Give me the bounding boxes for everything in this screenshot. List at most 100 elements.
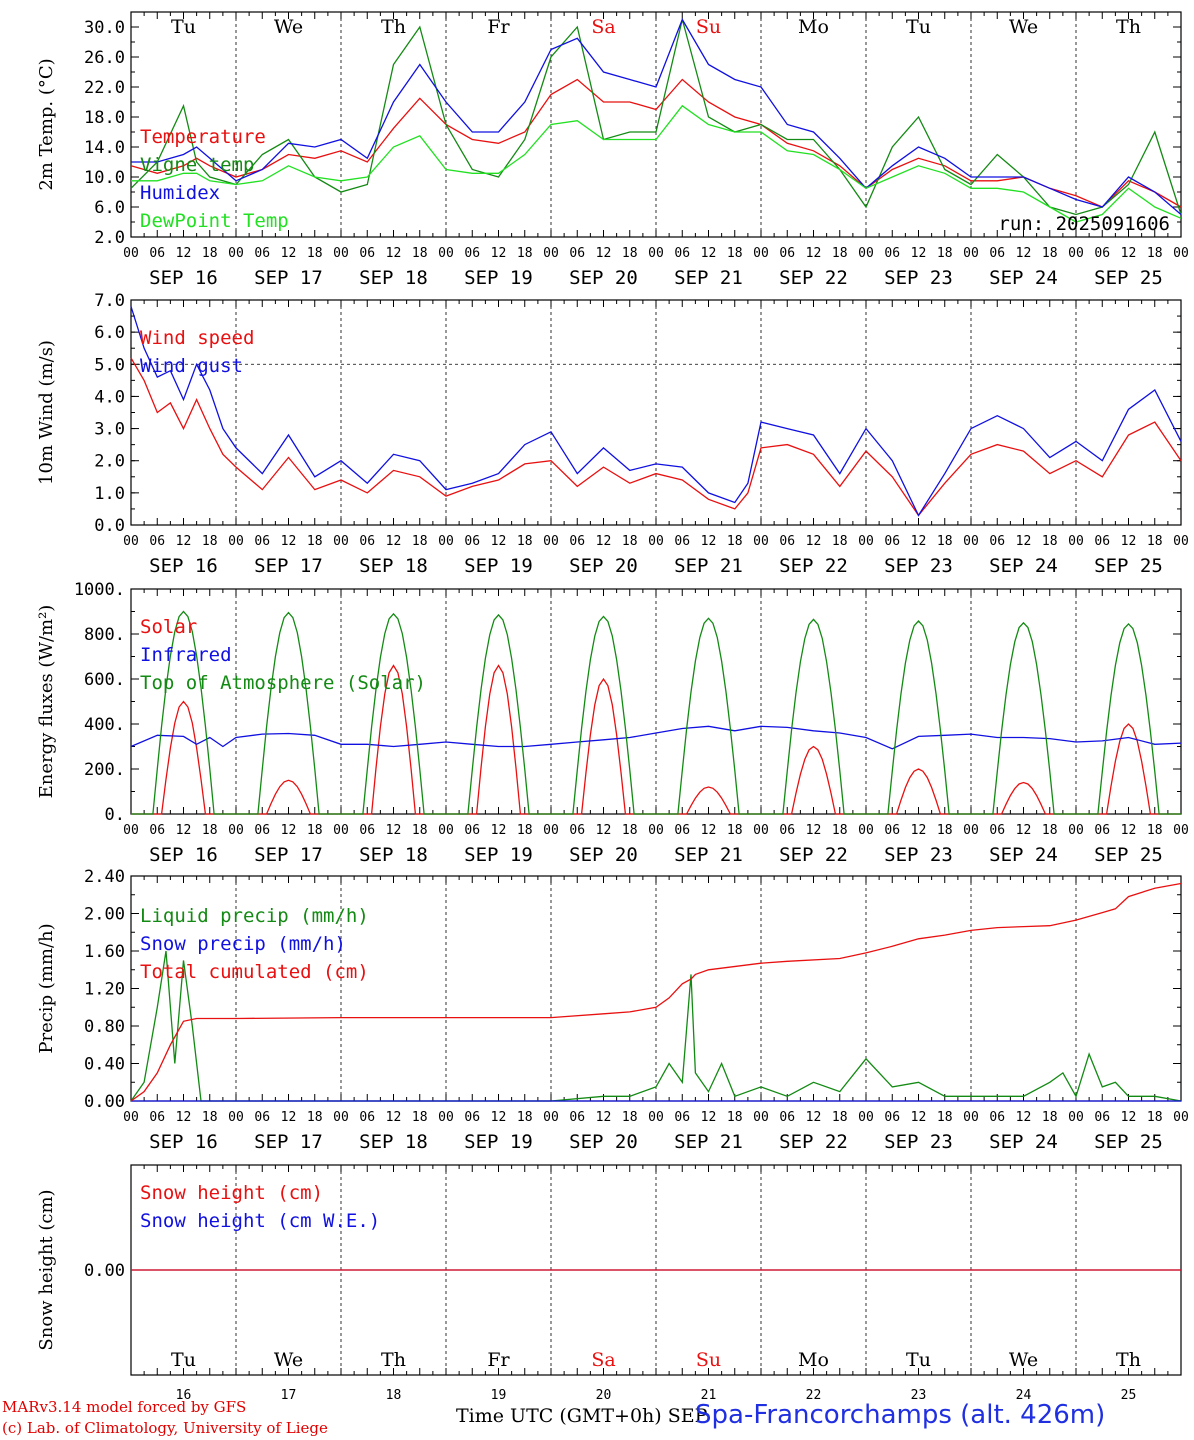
date-label: SEP 20 bbox=[569, 844, 638, 866]
hour-tick-label: 18 bbox=[937, 1110, 953, 1125]
hour-tick-label: 00 bbox=[438, 534, 454, 549]
hour-tick-label: 06 bbox=[989, 534, 1005, 549]
hour-tick-label: 12 bbox=[491, 246, 507, 261]
hour-tick-label: 12 bbox=[596, 246, 612, 261]
hour-tick-label: 18 bbox=[832, 823, 848, 838]
y-tick-label: 1.60 bbox=[84, 942, 125, 962]
weekday-label: Mo bbox=[798, 1349, 829, 1371]
hour-tick-label: 06 bbox=[254, 534, 270, 549]
y-tick-label: 14.0 bbox=[84, 138, 125, 158]
lab-credit: (c) Lab. of Climatology, University of L… bbox=[2, 1419, 328, 1437]
weekday-label: Fr bbox=[487, 1349, 510, 1371]
y-tick-label: 0. bbox=[105, 805, 125, 825]
legend-entry: Vigne temp bbox=[140, 154, 254, 176]
hour-tick-label: 00 bbox=[1068, 1110, 1084, 1125]
y-axis-title: Snow height (cm) bbox=[36, 1189, 57, 1350]
hour-tick-label: 12 bbox=[701, 823, 717, 838]
hour-tick-label: 00 bbox=[648, 823, 664, 838]
hour-tick-label: 06 bbox=[569, 1110, 585, 1125]
hour-tick-label: 18 bbox=[937, 534, 953, 549]
hour-tick-label: 12 bbox=[806, 1110, 822, 1125]
legend-entry: Temperature bbox=[140, 126, 266, 148]
hour-tick-label: 00 bbox=[543, 534, 559, 549]
hour-tick-label: 00 bbox=[858, 823, 874, 838]
hour-tick-label: 06 bbox=[254, 1110, 270, 1125]
hour-tick-label: 12 bbox=[491, 823, 507, 838]
y-tick-label: 2.40 bbox=[84, 867, 125, 887]
hour-tick-label: 18 bbox=[622, 1110, 638, 1125]
date-label: SEP 17 bbox=[254, 1131, 323, 1153]
hour-tick-label: 00 bbox=[228, 823, 244, 838]
hour-tick-label: 12 bbox=[176, 1110, 192, 1125]
legend-entry: Infrared bbox=[140, 644, 232, 666]
date-label: SEP 24 bbox=[989, 267, 1058, 289]
hour-tick-label: 00 bbox=[123, 534, 139, 549]
y-tick-label: 22.0 bbox=[84, 78, 125, 98]
y-tick-label: 800. bbox=[84, 625, 125, 645]
legend-entry: Total cumulated (cm) bbox=[140, 961, 369, 983]
y-tick-label: 6.0 bbox=[94, 198, 125, 218]
y-tick-label: 1.20 bbox=[84, 980, 125, 1000]
hour-tick-label: 18 bbox=[1042, 246, 1058, 261]
run-annotation: run: 2025091606 bbox=[998, 213, 1170, 235]
legend-entry: DewPoint Temp bbox=[140, 210, 289, 232]
y-tick-label: 2.0 bbox=[94, 228, 125, 248]
weekday-label: Su bbox=[696, 16, 721, 38]
hour-tick-label: 12 bbox=[1121, 823, 1137, 838]
weekday-label: We bbox=[1009, 16, 1038, 38]
hour-tick-label: 12 bbox=[176, 534, 192, 549]
date-label: SEP 22 bbox=[779, 1131, 848, 1153]
hour-tick-label: 12 bbox=[701, 534, 717, 549]
weekday-label: Th bbox=[381, 1349, 406, 1371]
hour-tick-label: 06 bbox=[464, 1110, 480, 1125]
y-tick-label: 2.00 bbox=[84, 905, 125, 925]
hour-tick-label: 12 bbox=[911, 246, 927, 261]
date-label: SEP 16 bbox=[149, 844, 218, 866]
hour-tick-label: 18 bbox=[412, 1110, 428, 1125]
legend-entry: Wind speed bbox=[140, 327, 254, 349]
hour-tick-label: 06 bbox=[1094, 246, 1110, 261]
hour-tick-label: 00 bbox=[753, 1110, 769, 1125]
date-label: SEP 25 bbox=[1094, 555, 1163, 577]
weekday-label: Tu bbox=[171, 1349, 196, 1371]
hour-tick-label: 00 bbox=[648, 534, 664, 549]
hour-tick-label: 12 bbox=[701, 1110, 717, 1125]
date-label: SEP 21 bbox=[674, 267, 743, 289]
hour-tick-label: 00 bbox=[963, 823, 979, 838]
date-label: SEP 25 bbox=[1094, 267, 1163, 289]
hour-tick-label: 06 bbox=[569, 246, 585, 261]
hour-tick-label: 00 bbox=[1068, 246, 1084, 261]
y-tick-label: 10.0 bbox=[84, 168, 125, 188]
hour-tick-label: 18 bbox=[412, 823, 428, 838]
date-label: SEP 22 bbox=[779, 267, 848, 289]
y-tick-label: 600. bbox=[84, 670, 125, 690]
hour-tick-label: 06 bbox=[884, 246, 900, 261]
hour-tick-label: 06 bbox=[149, 534, 165, 549]
hour-tick-label: 06 bbox=[1094, 1110, 1110, 1125]
hour-tick-label: 00 bbox=[333, 246, 349, 261]
legend-entry: Liquid precip (mm/h) bbox=[140, 905, 369, 927]
weekday-label: Sa bbox=[591, 1349, 615, 1371]
y-tick-label: 1.0 bbox=[94, 484, 125, 504]
hour-tick-label: 06 bbox=[674, 534, 690, 549]
date-label: SEP 22 bbox=[779, 555, 848, 577]
date-label: SEP 20 bbox=[569, 267, 638, 289]
date-label: SEP 17 bbox=[254, 267, 323, 289]
hour-tick-label: 06 bbox=[149, 1110, 165, 1125]
hour-tick-label: 18 bbox=[1147, 534, 1163, 549]
series-line-infrared bbox=[130, 725, 1182, 750]
hour-tick-label: 18 bbox=[1042, 823, 1058, 838]
date-label: SEP 21 bbox=[674, 844, 743, 866]
y-tick-label: 0.40 bbox=[84, 1055, 125, 1075]
series-line-liquid-precip-mm-h- bbox=[130, 950, 1182, 1102]
day-number-label: 19 bbox=[491, 1388, 507, 1403]
date-label: SEP 24 bbox=[989, 555, 1058, 577]
date-label: SEP 25 bbox=[1094, 844, 1163, 866]
date-label: SEP 23 bbox=[884, 1131, 953, 1153]
hour-tick-label: 12 bbox=[1016, 1110, 1032, 1125]
hour-tick-label: 06 bbox=[464, 246, 480, 261]
weekday-label: Tu bbox=[171, 16, 196, 38]
hour-tick-label: 06 bbox=[569, 823, 585, 838]
hour-tick-label: 00 bbox=[1173, 534, 1189, 549]
hour-tick-label: 06 bbox=[989, 823, 1005, 838]
